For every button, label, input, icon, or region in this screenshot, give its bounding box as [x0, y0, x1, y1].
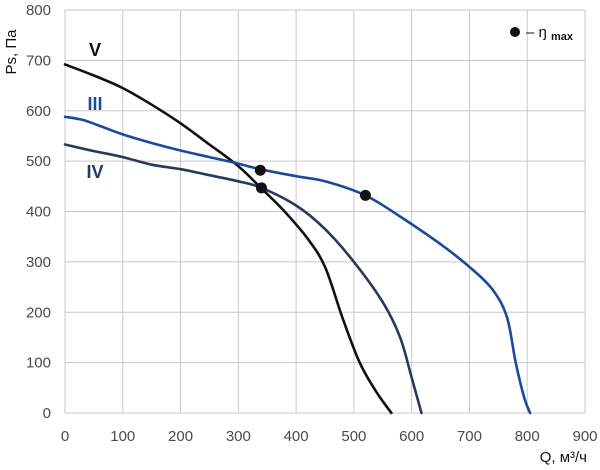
x-tick-label: 300 — [226, 428, 251, 445]
curve-label-v: V — [89, 40, 101, 60]
max-efficiency-markers — [254, 164, 371, 201]
x-tick-label: 400 — [284, 428, 309, 445]
legend-label-symbol: ŋ — [539, 24, 547, 41]
y-tick-label: 700 — [26, 52, 51, 69]
y-tick-label: 200 — [26, 304, 51, 321]
x-tick-label: 100 — [110, 428, 135, 445]
x-tick-label: 0 — [61, 428, 69, 445]
x-tick-label: 900 — [572, 428, 597, 445]
y-tick-label: 500 — [26, 153, 51, 170]
y-tick-label: 400 — [26, 204, 51, 221]
y-tick-label: 300 — [26, 254, 51, 271]
legend: – ŋ max — [510, 24, 574, 43]
series-line-iv — [63, 143, 423, 415]
legend-label-prefix: – — [526, 24, 539, 41]
y-tick-label: 600 — [26, 103, 51, 120]
x-tick-label: 200 — [168, 428, 193, 445]
series-line-v — [63, 63, 393, 415]
max-efficiency-point-v — [254, 164, 266, 176]
y-axis-label: Ps, Па — [3, 29, 20, 75]
legend-label-subscript: max — [551, 31, 574, 43]
series-line-iii — [63, 115, 532, 415]
max-efficiency-point-iii — [359, 189, 371, 201]
y-tick-label: 0 — [43, 405, 51, 422]
curve-label-iii: III — [87, 94, 102, 114]
legend-marker — [510, 27, 520, 37]
x-tick-label: 600 — [399, 428, 424, 445]
grid — [64, 9, 586, 414]
curve-labels: V III IV — [86, 40, 103, 182]
max-efficiency-point-iv — [255, 182, 267, 194]
legend-label: – ŋ max — [526, 24, 574, 43]
x-tick-label: 800 — [515, 428, 540, 445]
x-axis-label: Q, м³/ч — [540, 449, 587, 466]
x-tick-label: 500 — [341, 428, 366, 445]
x-tick-label: 700 — [457, 428, 482, 445]
tick-labels: 0 100 200 300 400 500 600 700 800 900 0 100 200 300 40… — [26, 2, 598, 445]
curve-label-iv: IV — [86, 162, 103, 182]
y-tick-label: 100 — [26, 355, 51, 372]
y-tick-label: 800 — [26, 2, 51, 19]
series-lines — [63, 63, 532, 415]
